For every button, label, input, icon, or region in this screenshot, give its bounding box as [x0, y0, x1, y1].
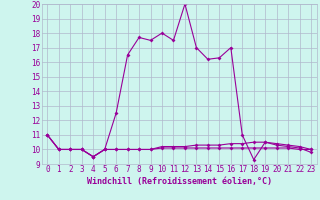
X-axis label: Windchill (Refroidissement éolien,°C): Windchill (Refroidissement éolien,°C)	[87, 177, 272, 186]
